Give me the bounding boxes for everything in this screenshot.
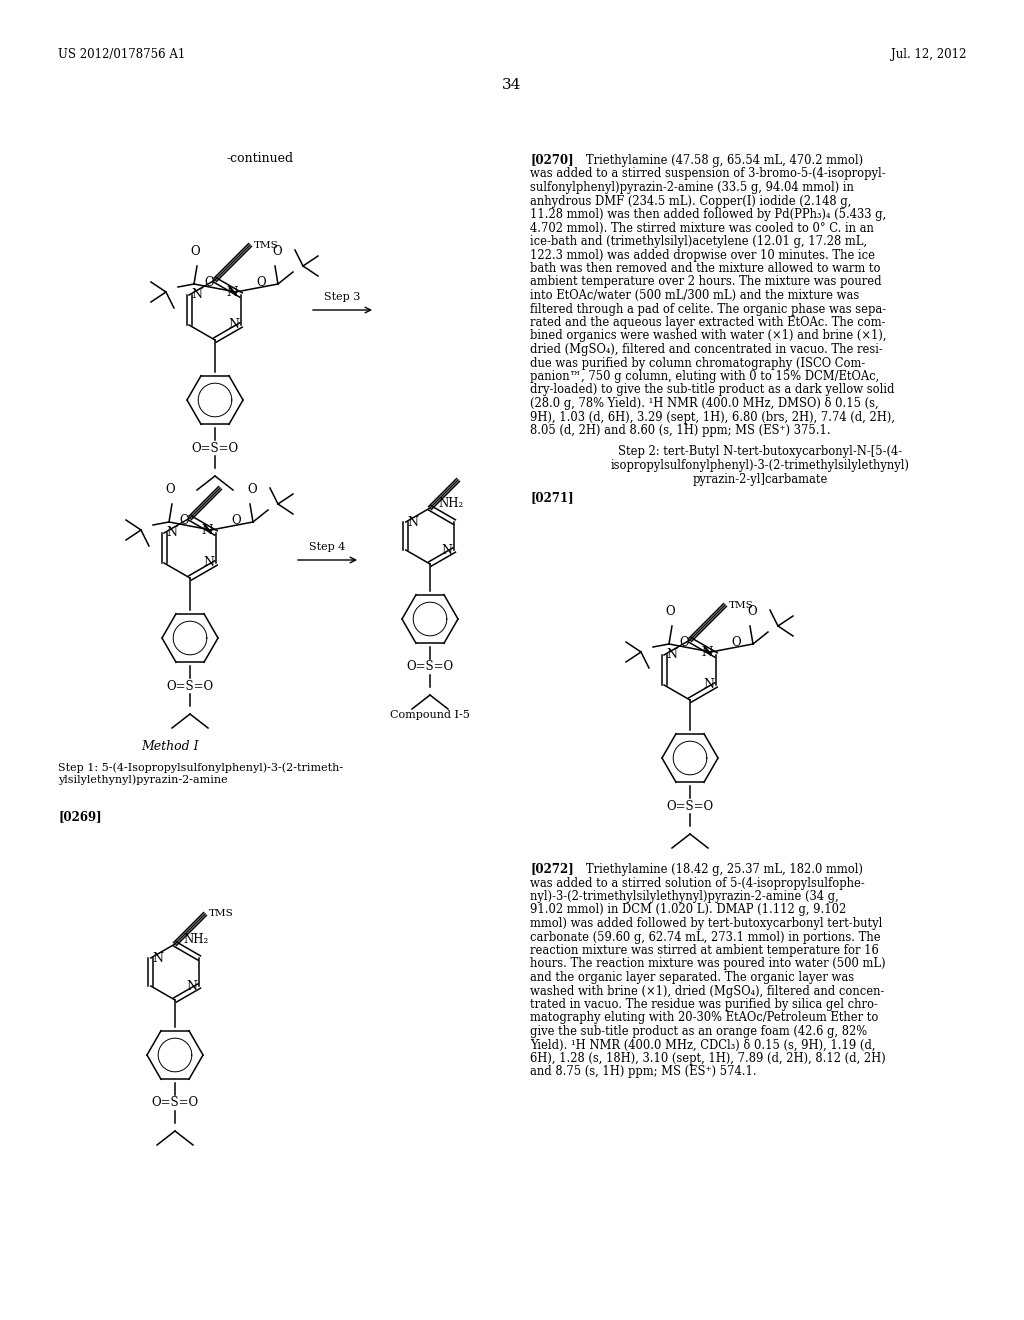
Text: Triethylamine (47.58 g, 65.54 mL, 470.2 mmol): Triethylamine (47.58 g, 65.54 mL, 470.2 …: [575, 154, 863, 168]
Text: NH₂: NH₂: [183, 933, 209, 946]
Text: O: O: [256, 276, 266, 289]
Text: 4.702 mmol). The stirred mixture was cooled to 0° C. in an: 4.702 mmol). The stirred mixture was coo…: [530, 222, 873, 235]
Text: mmol) was added followed by tert-butoxycarbonyl tert-butyl: mmol) was added followed by tert-butoxyc…: [530, 917, 883, 931]
Text: N: N: [166, 527, 177, 540]
Text: TMS: TMS: [729, 601, 754, 610]
Text: Step 4: Step 4: [309, 543, 346, 552]
Text: panion™, 750 g column, eluting with 0 to 15% DCM/EtOAc,: panion™, 750 g column, eluting with 0 to…: [530, 370, 880, 383]
Text: 91.02 mmol) in DCM (1.020 L). DMAP (1.112 g, 9.102: 91.02 mmol) in DCM (1.020 L). DMAP (1.11…: [530, 903, 846, 916]
Text: was added to a stirred suspension of 3-bromo-5-(4-isopropyl-: was added to a stirred suspension of 3-b…: [530, 168, 886, 181]
Text: bined organics were washed with water (×1) and brine (×1),: bined organics were washed with water (×…: [530, 330, 887, 342]
Text: N: N: [666, 648, 677, 661]
Text: Yield). ¹H NMR (400.0 MHz, CDCl₃) δ 0.15 (s, 9H), 1.19 (d,: Yield). ¹H NMR (400.0 MHz, CDCl₃) δ 0.15…: [530, 1039, 876, 1052]
Text: reaction mixture was stirred at ambient temperature for 16: reaction mixture was stirred at ambient …: [530, 944, 879, 957]
Text: N: N: [701, 645, 713, 659]
Text: [0272]: [0272]: [530, 862, 573, 875]
Text: N: N: [191, 289, 202, 301]
Text: O=S=O: O=S=O: [167, 680, 214, 693]
Text: N: N: [441, 544, 453, 557]
Text: N: N: [202, 524, 213, 536]
Text: matography eluting with 20-30% EtAOc/Petroleum Ether to: matography eluting with 20-30% EtAOc/Pet…: [530, 1011, 879, 1024]
Text: dry-loaded) to give the sub-title product as a dark yellow solid: dry-loaded) to give the sub-title produc…: [530, 384, 895, 396]
Text: O: O: [666, 605, 675, 618]
Text: carbonate (59.60 g, 62.74 mL, 273.1 mmol) in portions. The: carbonate (59.60 g, 62.74 mL, 273.1 mmol…: [530, 931, 881, 944]
Text: US 2012/0178756 A1: US 2012/0178756 A1: [58, 48, 185, 61]
Text: [0270]: [0270]: [530, 153, 573, 166]
Text: 9H), 1.03 (d, 6H), 3.29 (sept, 1H), 6.80 (brs, 2H), 7.74 (d, 2H),: 9H), 1.03 (d, 6H), 3.29 (sept, 1H), 6.80…: [530, 411, 895, 424]
Text: -continued: -continued: [226, 152, 294, 165]
Text: O: O: [204, 276, 214, 289]
Text: N: N: [408, 516, 419, 528]
Text: O: O: [190, 246, 200, 257]
Text: O=S=O: O=S=O: [407, 660, 454, 673]
Text: 34: 34: [503, 78, 521, 92]
Text: TMS: TMS: [209, 909, 233, 919]
Text: Jul. 12, 2012: Jul. 12, 2012: [891, 48, 966, 61]
Text: 11.28 mmol) was then added followed by Pd(PPh₃)₄ (5.433 g,: 11.28 mmol) was then added followed by P…: [530, 209, 886, 220]
Text: N: N: [186, 979, 198, 993]
Text: O: O: [272, 246, 282, 257]
Text: N: N: [153, 952, 164, 965]
Text: ambient temperature over 2 hours. The mixture was poured: ambient temperature over 2 hours. The mi…: [530, 276, 882, 289]
Text: N: N: [228, 318, 239, 331]
Text: TMS: TMS: [254, 240, 279, 249]
Text: N: N: [226, 285, 238, 298]
Text: pyrazin-2-yl]carbamate: pyrazin-2-yl]carbamate: [692, 473, 827, 486]
Text: N: N: [703, 678, 714, 692]
Text: 8.05 (d, 2H) and 8.60 (s, 1H) ppm; MS (ES⁺) 375.1.: 8.05 (d, 2H) and 8.60 (s, 1H) ppm; MS (E…: [530, 424, 830, 437]
Text: O: O: [679, 635, 689, 648]
Text: Step 1: 5-(4-Isopropylsulfonylphenyl)-3-(2-trimeth-
ylsilylethynyl)pyrazin-2-ami: Step 1: 5-(4-Isopropylsulfonylphenyl)-3-…: [58, 762, 343, 785]
Text: ice-bath and (trimethylsilyl)acetylene (12.01 g, 17.28 mL,: ice-bath and (trimethylsilyl)acetylene (…: [530, 235, 867, 248]
Text: bath was then removed and the mixture allowed to warm to: bath was then removed and the mixture al…: [530, 261, 881, 275]
Text: trated in vacuo. The residue was purified by silica gel chro-: trated in vacuo. The residue was purifie…: [530, 998, 878, 1011]
Text: due was purified by column chromatography (ISCO Com-: due was purified by column chromatograph…: [530, 356, 865, 370]
Text: hours. The reaction mixture was poured into water (500 mL): hours. The reaction mixture was poured i…: [530, 957, 886, 970]
Text: O=S=O: O=S=O: [152, 1097, 199, 1110]
Text: NH₂: NH₂: [438, 498, 464, 510]
Text: Triethylamine (18.42 g, 25.37 mL, 182.0 mmol): Triethylamine (18.42 g, 25.37 mL, 182.0 …: [575, 863, 863, 876]
Text: O: O: [165, 483, 175, 496]
Text: O=S=O: O=S=O: [191, 441, 239, 454]
Text: O: O: [231, 513, 241, 527]
Text: Compound I-5: Compound I-5: [390, 710, 470, 719]
Text: Step 3: Step 3: [325, 292, 360, 302]
Text: [0269]: [0269]: [58, 810, 101, 822]
Text: and 8.75 (s, 1H) ppm; MS (ES⁺) 574.1.: and 8.75 (s, 1H) ppm; MS (ES⁺) 574.1.: [530, 1065, 757, 1078]
Text: 6H), 1.28 (s, 18H), 3.10 (sept, 1H), 7.89 (d, 2H), 8.12 (d, 2H): 6H), 1.28 (s, 18H), 3.10 (sept, 1H), 7.8…: [530, 1052, 886, 1065]
Text: rated and the aqueous layer extracted with EtOAc. The com-: rated and the aqueous layer extracted wi…: [530, 315, 886, 329]
Text: [0271]: [0271]: [530, 491, 573, 504]
Text: nyl)-3-(2-trimethylsilylethynyl)pyrazin-2-amine (34 g,: nyl)-3-(2-trimethylsilylethynyl)pyrazin-…: [530, 890, 839, 903]
Text: O: O: [748, 605, 757, 618]
Text: O: O: [731, 635, 740, 648]
Text: give the sub-title product as an orange foam (42.6 g, 82%: give the sub-title product as an orange …: [530, 1026, 867, 1038]
Text: Method I: Method I: [141, 741, 199, 752]
Text: O=S=O: O=S=O: [667, 800, 714, 813]
Text: filtered through a pad of celite. The organic phase was sepa-: filtered through a pad of celite. The or…: [530, 302, 886, 315]
Text: 122.3 mmol) was added dropwise over 10 minutes. The ice: 122.3 mmol) was added dropwise over 10 m…: [530, 248, 874, 261]
Text: O: O: [179, 513, 188, 527]
Text: N: N: [203, 557, 214, 569]
Text: washed with brine (×1), dried (MgSO₄), filtered and concen-: washed with brine (×1), dried (MgSO₄), f…: [530, 985, 885, 998]
Text: into EtOAc/water (500 mL/300 mL) and the mixture was: into EtOAc/water (500 mL/300 mL) and the…: [530, 289, 859, 302]
Text: isopropylsulfonylphenyl)-3-(2-trimethylsilylethynyl): isopropylsulfonylphenyl)-3-(2-trimethyls…: [610, 459, 909, 473]
Text: Step 2: tert-Butyl N-tert-butoxycarbonyl-N-[5-(4-: Step 2: tert-Butyl N-tert-butoxycarbonyl…: [617, 446, 902, 458]
Text: and the organic layer separated. The organic layer was: and the organic layer separated. The org…: [530, 972, 854, 983]
Text: dried (MgSO₄), filtered and concentrated in vacuo. The resi-: dried (MgSO₄), filtered and concentrated…: [530, 343, 883, 356]
Text: (28.0 g, 78% Yield). ¹H NMR (400.0 MHz, DMSO) δ 0.15 (s,: (28.0 g, 78% Yield). ¹H NMR (400.0 MHz, …: [530, 397, 879, 411]
Text: sulfonylphenyl)pyrazin-2-amine (33.5 g, 94.04 mmol) in: sulfonylphenyl)pyrazin-2-amine (33.5 g, …: [530, 181, 854, 194]
Text: anhydrous DMF (234.5 mL). Copper(I) iodide (2.148 g,: anhydrous DMF (234.5 mL). Copper(I) iodi…: [530, 194, 851, 207]
Text: O: O: [247, 483, 257, 496]
Text: was added to a stirred solution of 5-(4-isopropylsulfophe-: was added to a stirred solution of 5-(4-…: [530, 876, 864, 890]
